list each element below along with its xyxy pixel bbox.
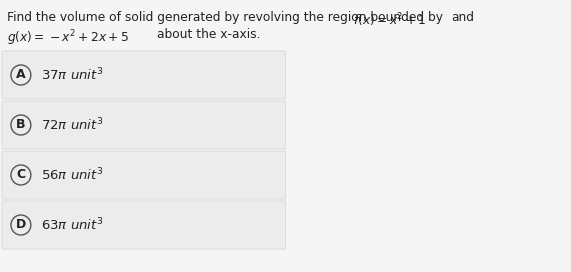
Text: D: D <box>16 218 26 231</box>
Text: B: B <box>16 119 26 131</box>
Text: $37\pi\ unit^3$: $37\pi\ unit^3$ <box>41 67 103 83</box>
Text: Find the volume of solid generated by revolving the region bounded by: Find the volume of solid generated by re… <box>7 11 447 24</box>
Text: $72\pi\ unit^3$: $72\pi\ unit^3$ <box>41 117 103 133</box>
Text: $g(x) = -x^2+2x+5$: $g(x) = -x^2+2x+5$ <box>7 28 129 48</box>
Text: $63\pi\ unit^3$: $63\pi\ unit^3$ <box>41 217 103 233</box>
Text: $f(x) = x^2 + 1$: $f(x) = x^2 + 1$ <box>353 11 427 29</box>
FancyBboxPatch shape <box>2 201 286 249</box>
FancyBboxPatch shape <box>2 151 286 199</box>
FancyBboxPatch shape <box>2 101 286 149</box>
Text: A: A <box>16 69 26 82</box>
Text: and: and <box>451 11 474 24</box>
Text: C: C <box>17 168 26 181</box>
FancyBboxPatch shape <box>2 51 286 99</box>
Text: about the x-axis.: about the x-axis. <box>157 28 261 41</box>
Text: $56\pi\ unit^3$: $56\pi\ unit^3$ <box>41 167 103 183</box>
